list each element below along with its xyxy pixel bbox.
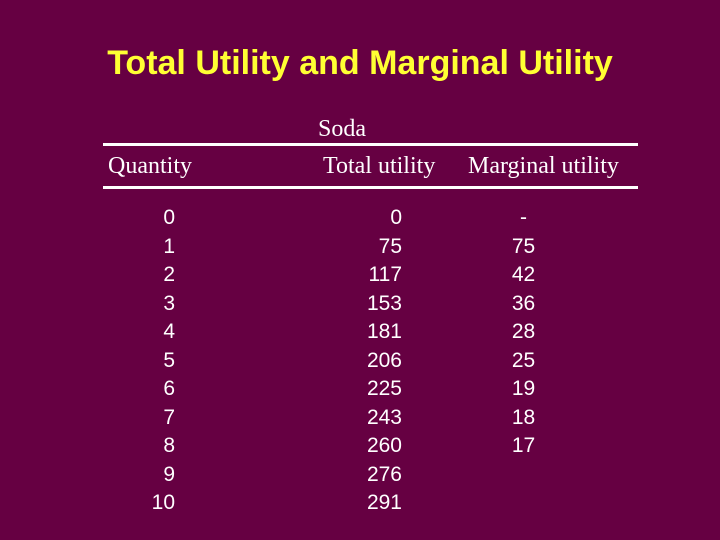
marginal-utility-cell: 18 bbox=[511, 405, 536, 429]
total-utility-cell: 206 bbox=[366, 348, 402, 372]
marginal-utility-header: Marginal utility bbox=[468, 153, 619, 179]
total-utility-cell: 291 bbox=[366, 491, 402, 514]
quantity-cell: 6 bbox=[163, 377, 175, 400]
table-header-rule bbox=[103, 186, 638, 189]
total-utility-column: 0 75 117 153 181 206 225 243 260 276 291 bbox=[330, 204, 402, 518]
slide-title: Total Utility and Marginal Utility bbox=[107, 44, 613, 82]
quantity-header: Quantity bbox=[108, 153, 192, 179]
quantity-cell: 4 bbox=[163, 320, 175, 343]
soda-group-header: Soda bbox=[318, 116, 366, 142]
marginal-utility-cell: - bbox=[520, 206, 527, 229]
marginal-utility-cell: 42 bbox=[511, 263, 536, 286]
quantity-cell: 1 bbox=[163, 234, 175, 258]
table-top-rule bbox=[103, 143, 638, 146]
total-utility-cell: 225 bbox=[366, 377, 402, 400]
marginal-utility-cell: 19 bbox=[511, 377, 536, 400]
quantity-cell: 9 bbox=[163, 462, 175, 486]
total-utility-cell: 276 bbox=[366, 462, 402, 486]
total-utility-cell: 75 bbox=[378, 234, 402, 258]
total-utility-cell: 117 bbox=[368, 263, 402, 286]
quantity-cell: 10 bbox=[151, 491, 175, 514]
marginal-utility-cell: 75 bbox=[511, 234, 536, 258]
total-utility-cell: 153 bbox=[366, 291, 402, 315]
total-utility-header: Total utility bbox=[323, 153, 436, 179]
quantity-cell: 2 bbox=[163, 263, 175, 286]
marginal-utility-cell: 17 bbox=[511, 434, 536, 457]
marginal-utility-cell: 28 bbox=[511, 320, 536, 343]
marginal-utility-cell: 25 bbox=[511, 348, 536, 372]
quantity-cell: 8 bbox=[163, 434, 175, 457]
marginal-utility-cell: 36 bbox=[511, 291, 536, 315]
quantity-column: 0 1 2 3 4 5 6 7 8 9 10 bbox=[120, 204, 175, 518]
total-utility-cell: 243 bbox=[366, 405, 402, 429]
quantity-cell: 3 bbox=[163, 291, 175, 315]
total-utility-cell: 0 bbox=[390, 206, 402, 229]
marginal-utility-column: - 75 42 36 28 25 19 18 17 bbox=[500, 204, 547, 461]
quantity-cell: 5 bbox=[163, 348, 175, 372]
total-utility-cell: 181 bbox=[366, 320, 402, 343]
total-utility-cell: 260 bbox=[366, 434, 402, 457]
quantity-cell: 0 bbox=[163, 206, 175, 229]
quantity-cell: 7 bbox=[163, 405, 175, 429]
